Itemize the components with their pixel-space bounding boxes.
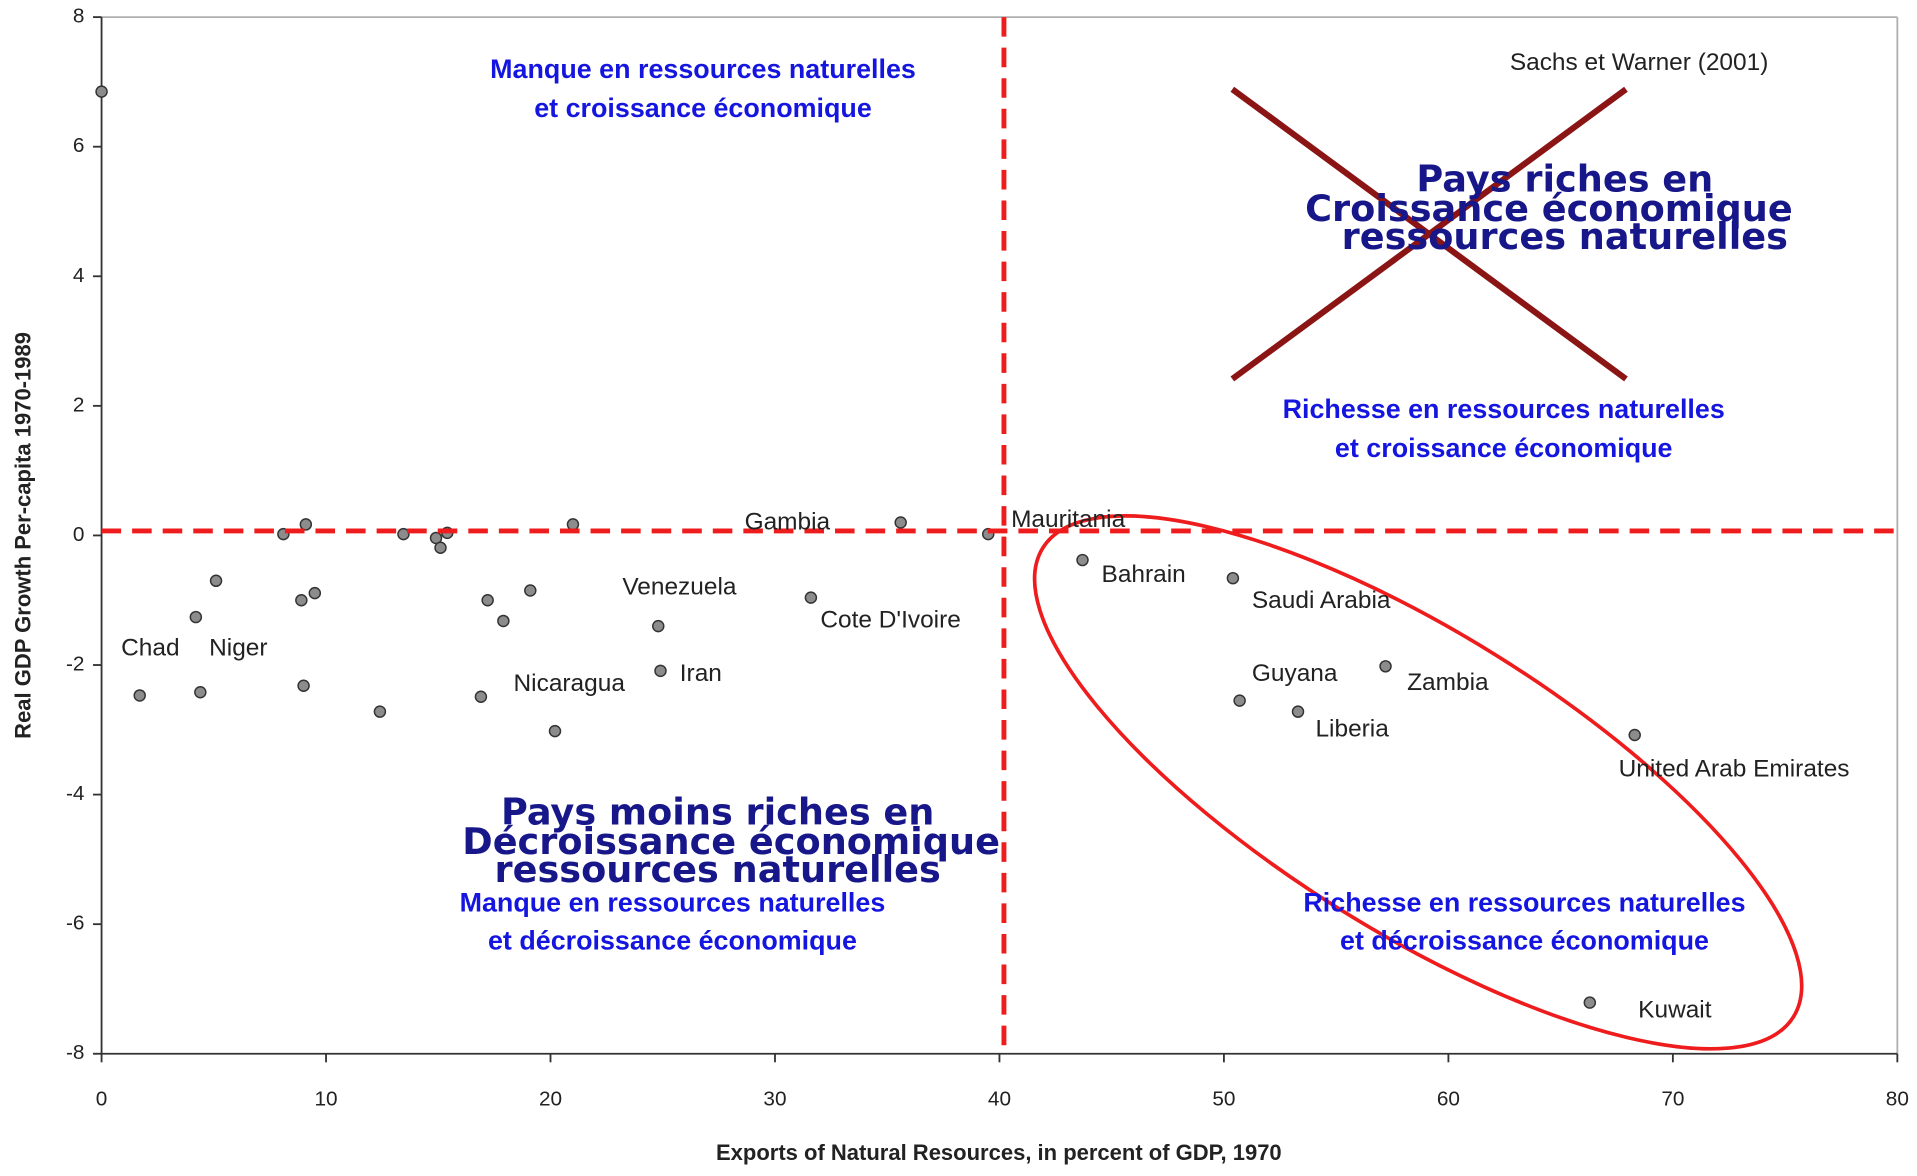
y-tick-label: 2 xyxy=(73,393,85,416)
y-tick-label: -6 xyxy=(66,912,84,935)
y-tick-label: 4 xyxy=(73,264,85,287)
data-point xyxy=(1291,705,1305,718)
y-tick-label: 6 xyxy=(73,134,85,157)
point-label: Liberia xyxy=(1315,715,1389,742)
overlay-label: Pays riches en xyxy=(1416,157,1713,200)
overlay-label: ressources naturelles xyxy=(1342,215,1788,258)
data-point xyxy=(652,619,665,633)
data-point xyxy=(299,518,313,531)
overlay-label: Croissance économique xyxy=(1305,187,1793,230)
quadrant-label: Richesse en ressources naturelles xyxy=(1283,394,1725,424)
data-point xyxy=(133,689,146,702)
quadrant-label: Manque en ressources naturelles xyxy=(460,888,886,918)
overlay-label: Pays moins riches en xyxy=(501,791,934,834)
highlight-ellipse xyxy=(1032,514,1804,1051)
data-point xyxy=(566,518,580,531)
data-point xyxy=(434,541,447,554)
data-point xyxy=(481,593,494,607)
x-tick-label: 40 xyxy=(988,1088,1011,1111)
data-point xyxy=(308,586,322,600)
data-point xyxy=(297,679,310,692)
data-point xyxy=(524,584,537,597)
y-tick-label: 8 xyxy=(73,5,85,28)
data-point xyxy=(373,705,387,718)
point-label: United Arab Emirates xyxy=(1619,756,1850,783)
quadrant-label: Richesse en ressources naturelles xyxy=(1303,888,1745,918)
data-point xyxy=(1628,728,1641,742)
x-tick-label: 50 xyxy=(1212,1088,1235,1111)
data-point xyxy=(1233,694,1246,707)
x-tick-label: 70 xyxy=(1661,1088,1684,1111)
x-tick-label: 80 xyxy=(1886,1088,1909,1111)
data-point xyxy=(548,724,562,738)
x-tick-label: 60 xyxy=(1437,1088,1460,1111)
data-point xyxy=(209,574,223,588)
data-point xyxy=(894,516,907,529)
y-tick-label: -2 xyxy=(66,652,84,675)
point-label: Cote D'Ivoire xyxy=(820,606,960,633)
quadrant-label: et croissance économique xyxy=(534,93,872,123)
data-point xyxy=(1226,571,1240,585)
data-point xyxy=(95,85,108,98)
point-label: Guyana xyxy=(1252,660,1338,687)
x-tick-label: 0 xyxy=(96,1088,108,1111)
data-point xyxy=(804,591,818,604)
source-note: Sachs et Warner (2001) xyxy=(1510,49,1769,76)
x-tick-label: 20 xyxy=(539,1088,562,1111)
data-point xyxy=(295,593,308,607)
y-axis-title: Real GDP Growth Per-capita 1970-1989 xyxy=(10,332,35,739)
point-label: Niger xyxy=(209,635,267,662)
data-point xyxy=(1583,996,1597,1009)
point-label: Nicaragua xyxy=(514,670,626,697)
y-tick-label: -8 xyxy=(66,1041,84,1064)
point-label: Zambia xyxy=(1407,669,1489,696)
point-label: Mauritania xyxy=(1011,506,1126,533)
data-point xyxy=(1076,553,1089,567)
y-tick-label: -4 xyxy=(66,782,84,805)
point-label: Kuwait xyxy=(1638,996,1712,1023)
point-label: Chad xyxy=(121,635,179,662)
point-label: Iran xyxy=(680,660,722,687)
point-label: Bahrain xyxy=(1102,561,1186,588)
overlay-label: Décroissance économique xyxy=(462,820,1000,863)
x-tick-label: 30 xyxy=(763,1088,786,1111)
x-tick-label: 10 xyxy=(314,1088,337,1111)
point-label: Saudi Arabia xyxy=(1252,587,1391,614)
data-point xyxy=(189,610,203,624)
data-point xyxy=(1379,660,1392,673)
point-label: Venezuela xyxy=(622,573,737,600)
x-axis-title: Exports of Natural Resources, in percent… xyxy=(716,1140,1282,1165)
y-tick-label: 0 xyxy=(73,523,85,546)
data-point xyxy=(474,690,488,703)
point-label: Gambia xyxy=(745,509,831,536)
overlay-label: ressources naturelles xyxy=(495,848,941,891)
quadrant-label: et croissance économique xyxy=(1335,433,1673,463)
data-point xyxy=(497,614,510,628)
data-point xyxy=(397,527,410,541)
quadrant-label: Manque en ressources naturelles xyxy=(490,54,916,84)
data-point xyxy=(194,685,207,699)
quadrant-label: et décroissance économique xyxy=(1340,926,1709,956)
data-point xyxy=(654,664,667,678)
quadrant-label: et décroissance économique xyxy=(488,926,857,956)
cross-line xyxy=(1230,86,1628,382)
